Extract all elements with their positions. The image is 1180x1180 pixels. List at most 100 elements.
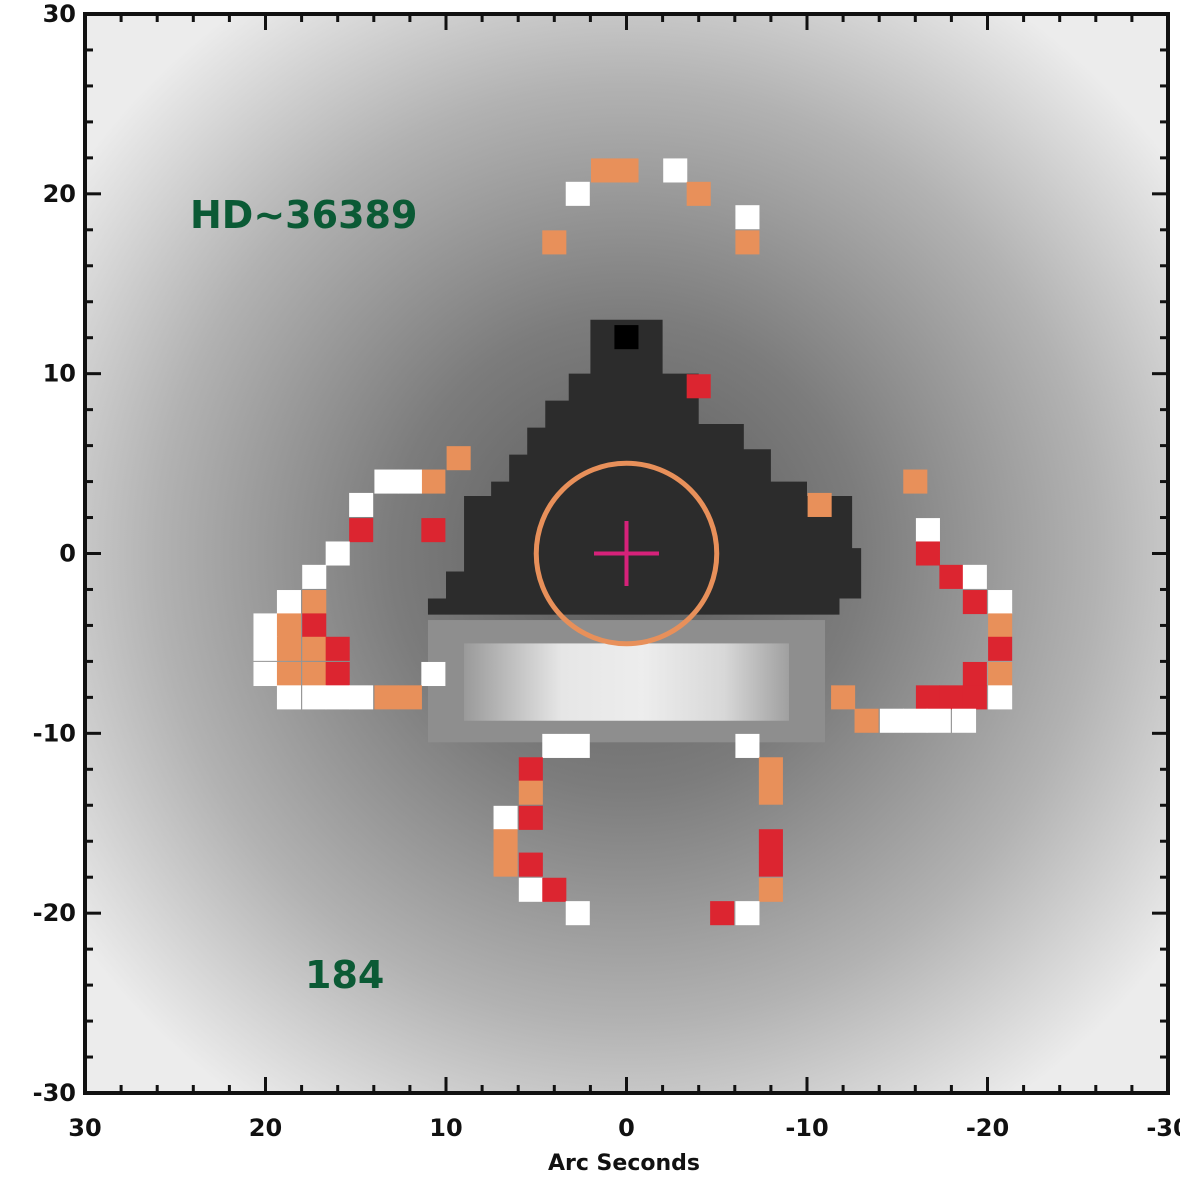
pixel-white [302,564,327,589]
pixel-white [988,685,1013,710]
pixel-orange [397,685,422,710]
pixel-white [374,469,399,494]
pixel-orange [988,661,1013,687]
pixel-red [962,590,987,615]
pixel-white [493,805,518,830]
x-tick-label: 10 [429,1114,462,1142]
pixel-white [253,613,278,638]
pixel-white [735,733,760,758]
pixel-red [939,564,964,589]
pixel-orange [302,636,327,661]
pixel-orange [831,685,856,710]
pixel-orange [493,852,518,877]
pixel-orange [686,181,711,206]
axes: 30 20 10 0 -10 -20 -30 30 20 10 0 -10 -20 -30 [33,0,1180,1142]
pixel-red [421,518,446,543]
pixel-red [710,901,735,926]
y-tick-label: -10 [33,719,76,747]
pixel-red [988,636,1013,661]
pixel-white [565,901,590,926]
annotation-star-name: HD~36389 [190,193,417,237]
y-tick-label: 20 [43,180,76,208]
pixel-white [276,590,301,615]
pixel-orange [446,446,471,471]
x-tick-label: 20 [249,1114,282,1142]
pixel-orange [758,757,783,782]
pixel-white [518,877,543,902]
pixel-orange [988,613,1013,638]
pixel-red [542,877,567,902]
pixel-orange [276,636,301,661]
y-tick-label: -30 [33,1079,76,1107]
pixel-red [325,661,350,687]
pixel-orange [758,780,783,805]
x-tick-label: -20 [966,1114,1009,1142]
pixel-white [735,901,760,926]
pixel-white [349,685,374,710]
pixel-red [758,852,783,877]
pixel-red [302,613,327,638]
pixel-red [349,518,374,543]
pixel-orange [374,685,399,710]
pixel-red [686,374,711,399]
darkest-pixel [614,325,639,350]
overlay [533,460,720,647]
pixel-red [518,805,543,830]
x-tick-label: 30 [68,1114,101,1142]
pixel-white [253,636,278,661]
pixel-red [518,757,543,782]
pixel-red [915,541,940,566]
pixel-white [349,492,374,517]
pixel-white [926,708,951,733]
pixel-white [879,708,904,733]
pixel-white [952,708,977,733]
pixel-orange [758,877,783,902]
pixel-white [903,708,928,733]
pixel-white [421,661,446,687]
pixel-orange [591,158,616,183]
colored-pixels [253,158,1013,926]
y-tick-label: -20 [33,899,76,927]
residual-bright-bar [464,643,789,721]
pixel-orange [854,708,879,733]
target-circle [533,460,720,647]
y-tick-label: 30 [43,0,76,28]
annotation-number: 184 [305,953,384,997]
x-tick-label: -30 [1146,1114,1180,1142]
image-layer [85,14,1168,1093]
pixel-orange [302,590,327,615]
pixel-orange [542,230,567,255]
pixel-white [302,685,327,710]
pixel-white [397,469,422,494]
x-tick-label: 0 [618,1114,635,1142]
pixel-white [565,733,590,758]
pixel-white [962,564,987,589]
pixel-orange [807,492,832,517]
pixel-red [758,829,783,854]
pixel-red [325,636,350,661]
pixel-white [663,158,688,183]
x-axis-title: Arc Seconds [548,1151,700,1176]
x-tick-label: -10 [785,1114,828,1142]
pixel-orange [903,469,928,494]
pixel-orange [493,829,518,854]
pixel-white [915,518,940,543]
pixel-white [276,685,301,710]
y-tick-label: 10 [43,360,76,388]
pixel-orange [276,613,301,638]
pixel-orange [518,780,543,805]
pixel-orange [614,158,639,183]
pixel-red [962,661,987,687]
pixel-orange [302,661,327,687]
pixel-white [565,181,590,206]
pixel-orange [421,469,446,494]
pixel-red [962,685,987,710]
pixel-red [939,685,964,710]
pixel-red [518,852,543,877]
pixel-orange [735,230,760,255]
pixel-white [988,590,1013,615]
pixel-red [915,685,940,710]
pixel-white [325,541,350,566]
pixel-white [735,205,760,230]
